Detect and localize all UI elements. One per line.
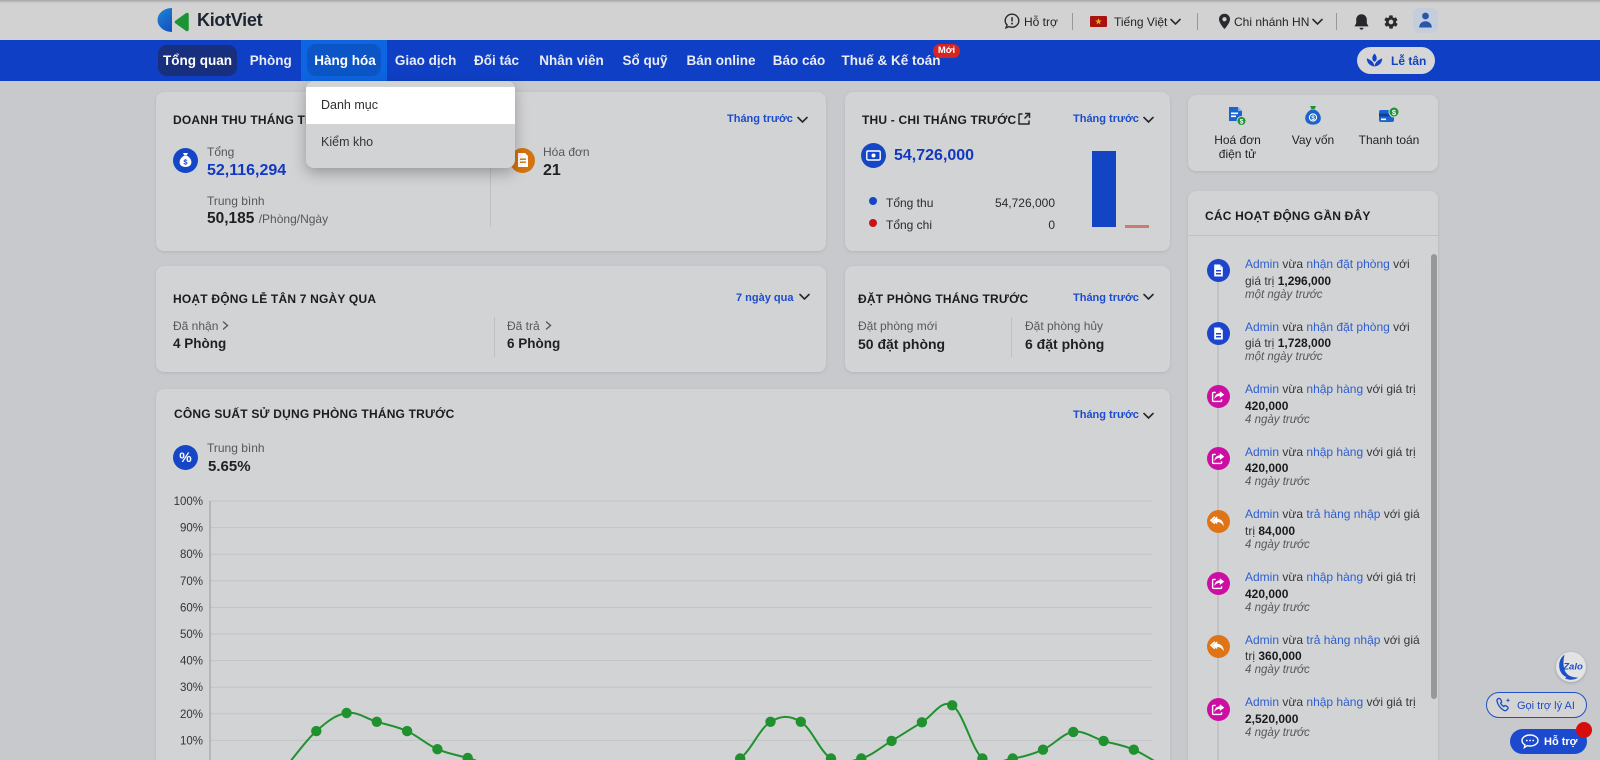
svg-text:90%: 90% — [180, 523, 203, 535]
svg-text:30%: 30% — [180, 682, 203, 694]
svg-text:20%: 20% — [180, 709, 203, 721]
svg-text:$: $ — [1240, 119, 1244, 126]
svg-text:70%: 70% — [180, 576, 203, 588]
svg-text:Zalo: Zalo — [1562, 662, 1583, 673]
svg-text:$: $ — [1311, 115, 1315, 122]
svg-text:40%: 40% — [180, 656, 203, 668]
svg-text:60%: 60% — [180, 602, 203, 614]
svg-text:10%: 10% — [180, 735, 203, 747]
svg-text:$: $ — [183, 158, 188, 167]
svg-text:$: $ — [1392, 108, 1397, 117]
svg-text:50%: 50% — [180, 629, 203, 641]
svg-text:100%: 100% — [174, 496, 203, 508]
svg-text:80%: 80% — [180, 549, 203, 561]
